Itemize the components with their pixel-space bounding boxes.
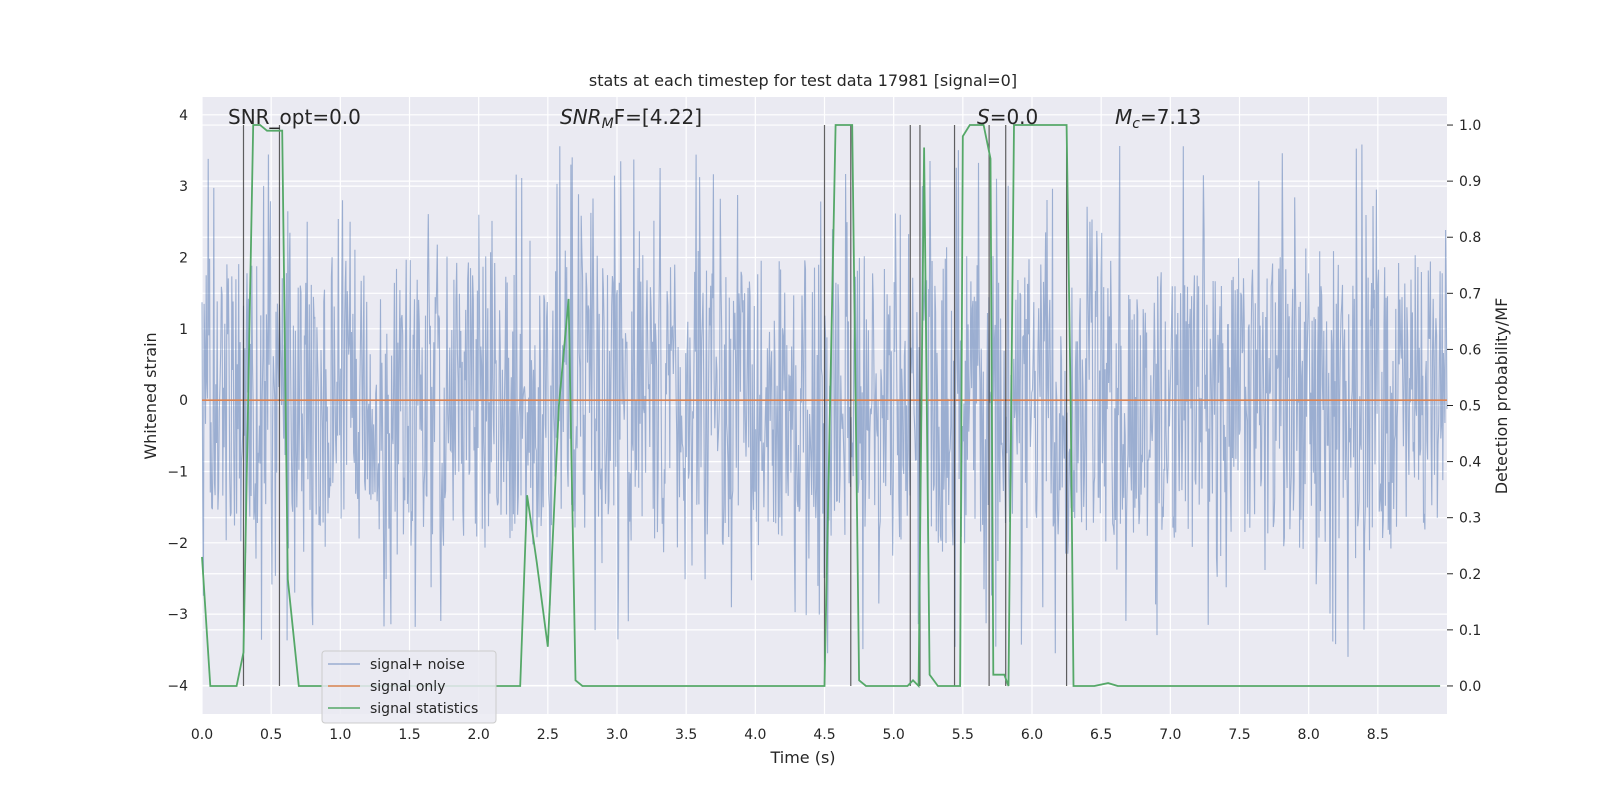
annotation-mc-label: M bbox=[1115, 105, 1132, 129]
x-tick-label: 5.0 bbox=[883, 727, 905, 743]
annotation-snr-mf-sub: M bbox=[602, 116, 614, 132]
annotation-snr-mf-prefix: SNR bbox=[560, 105, 602, 129]
chart-title: stats at each timestep for test data 179… bbox=[589, 71, 1017, 90]
annotation-snr-opt: SNR_opt=0.0 bbox=[228, 105, 361, 129]
y2-tick-label: 0.7 bbox=[1459, 286, 1481, 302]
y2-tick-label: 0.1 bbox=[1459, 623, 1481, 639]
x-tick-label: 5.5 bbox=[952, 727, 974, 743]
x-tick-label: 0.5 bbox=[260, 727, 282, 743]
y-tick-label: −2 bbox=[167, 536, 188, 552]
annotation-snr-mf-suffix: F=[4.22] bbox=[614, 105, 702, 129]
annotation-snr-mf: SNRMF=[4.22] bbox=[560, 105, 702, 132]
legend-box bbox=[321, 650, 497, 724]
annotation-mc-value: =7.13 bbox=[1140, 105, 1201, 129]
y-tick-label: −1 bbox=[167, 464, 188, 480]
x-tick-label: 8.0 bbox=[1298, 727, 1320, 743]
y-tick-label: −3 bbox=[167, 607, 188, 623]
x-tick-label: 8.5 bbox=[1367, 727, 1389, 743]
y2-axis-ticks: 1.0 0.9 0.8 0.7 0.6 0.5 0.4 0.3 0.2 0.1 0.0 bbox=[1447, 118, 1481, 695]
y2-tick-label: 0.6 bbox=[1459, 342, 1481, 358]
y2-axis-label: Detection probability/MF bbox=[1492, 298, 1511, 495]
x-tick-label: 1.0 bbox=[329, 727, 351, 743]
y2-tick-label: 0.9 bbox=[1459, 174, 1481, 190]
x-tick-label: 3.0 bbox=[606, 727, 628, 743]
y-tick-label: −4 bbox=[167, 678, 188, 694]
y2-tick-label: 0.8 bbox=[1459, 230, 1481, 246]
y-tick-label: 0 bbox=[179, 393, 188, 409]
x-axis-label: Time (s) bbox=[769, 748, 835, 767]
y2-tick-label: 0.4 bbox=[1459, 455, 1481, 471]
x-tick-label: 0.0 bbox=[191, 727, 213, 743]
series-signal-statistics bbox=[201, 124, 1441, 689]
x-tick-label: 7.0 bbox=[1159, 727, 1181, 743]
y-axis-label: Whitened strain bbox=[141, 332, 160, 459]
x-tick-label: 6.0 bbox=[1021, 727, 1043, 743]
x-tick-label: 4.5 bbox=[813, 727, 835, 743]
x-tick-label: 4.0 bbox=[744, 727, 766, 743]
x-tick-label: 3.5 bbox=[675, 727, 697, 743]
x-tick-label: 2.0 bbox=[468, 727, 490, 743]
y2-tick-label: 0.3 bbox=[1459, 511, 1481, 527]
legend-label-signal-noise: signal+ noise bbox=[370, 657, 465, 673]
annotation-s-value: =0.0 bbox=[990, 105, 1039, 129]
annotation-s: S=0.0 bbox=[977, 105, 1038, 129]
event-vlines bbox=[242, 125, 1068, 686]
legend-label-signal-statistics: signal statistics bbox=[370, 701, 478, 717]
x-tick-label: 2.5 bbox=[537, 727, 559, 743]
y-tick-label: 2 bbox=[179, 250, 188, 266]
x-tick-label: 1.5 bbox=[398, 727, 420, 743]
x-axis-ticks: 0.0 0.5 1.0 1.5 2.0 2.5 3.0 3.5 4.0 4.5 5.0 5.5 6.0 6… bbox=[191, 727, 1389, 743]
annotation-s-label: S bbox=[977, 105, 990, 129]
y-tick-label: 1 bbox=[179, 322, 188, 338]
annotation-mc-sub: c bbox=[1132, 116, 1140, 132]
statistics-line bbox=[201, 124, 1441, 689]
y-tick-label: 4 bbox=[179, 108, 188, 124]
y2-tick-label: 1.0 bbox=[1459, 118, 1481, 134]
y-axis-ticks: 4 3 2 1 0 −1 −2 −3 −4 bbox=[167, 108, 188, 695]
y-tick-label: 3 bbox=[179, 179, 188, 195]
legend: signal+ noise signal only signal statist… bbox=[321, 650, 497, 724]
legend-label-signal-only: signal only bbox=[370, 679, 445, 695]
x-tick-label: 7.5 bbox=[1228, 727, 1250, 743]
x-tick-label: 6.5 bbox=[1090, 727, 1112, 743]
y2-tick-label: 0.5 bbox=[1459, 399, 1481, 415]
y2-tick-label: 0.0 bbox=[1459, 679, 1481, 695]
annotation-mc: Mc=7.13 bbox=[1115, 105, 1201, 132]
y2-tick-label: 0.2 bbox=[1459, 567, 1481, 583]
